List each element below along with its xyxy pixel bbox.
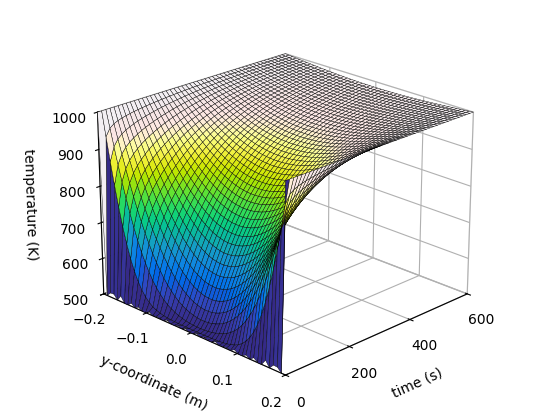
Y-axis label: y-coordinate (m): y-coordinate (m) [98,353,209,413]
X-axis label: time (s): time (s) [390,366,445,401]
